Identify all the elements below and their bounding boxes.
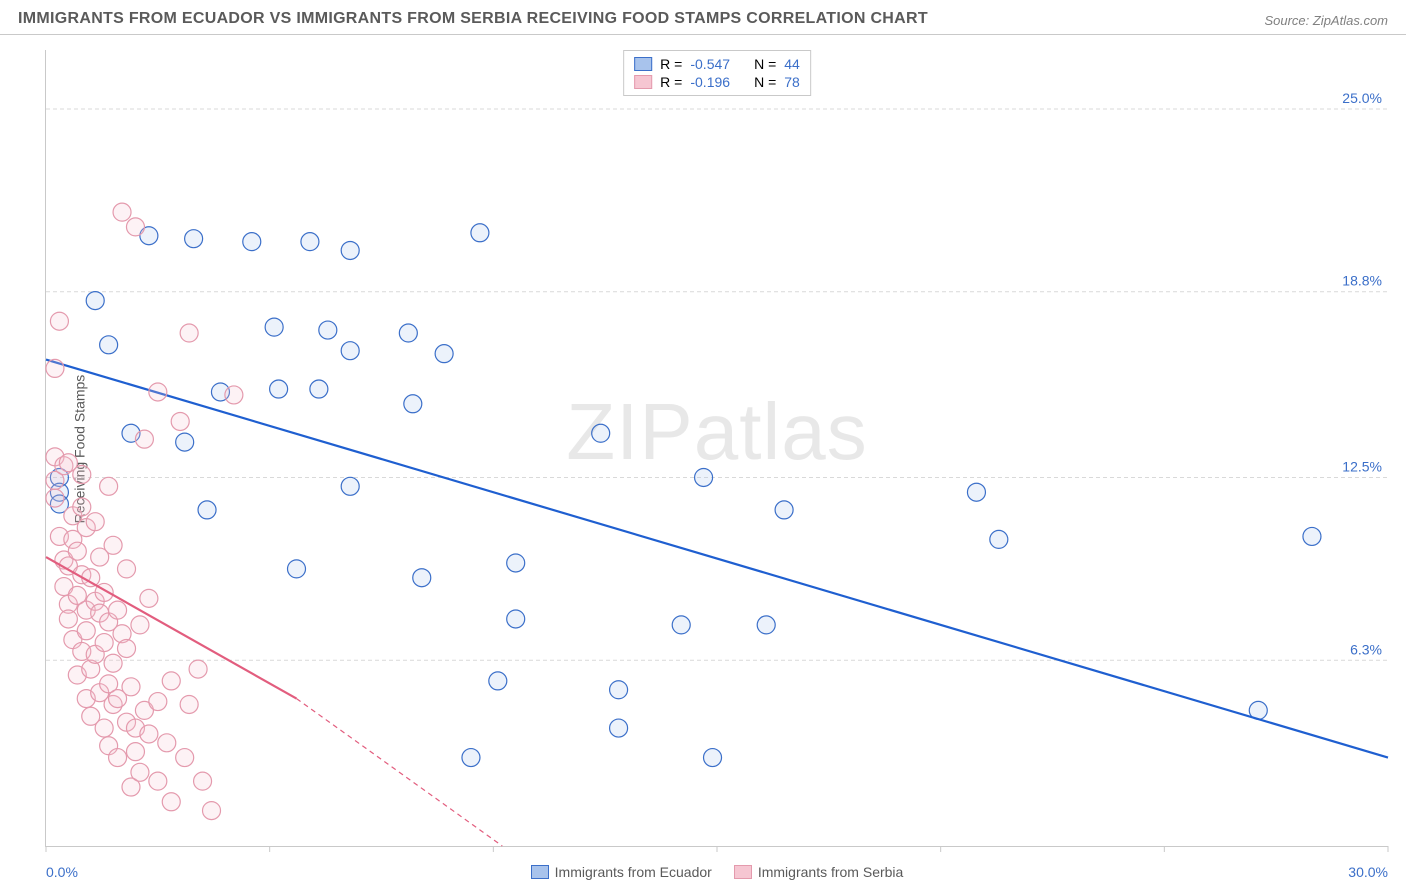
header-bar: IMMIGRANTS FROM ECUADOR VS IMMIGRANTS FR…	[0, 0, 1406, 35]
n-value-serbia: 78	[784, 74, 800, 90]
legend-swatch-ecuador	[634, 57, 652, 71]
r-label: R =	[660, 74, 682, 90]
svg-text:6.3%: 6.3%	[1350, 641, 1382, 657]
svg-text:25.0%: 25.0%	[1342, 90, 1382, 106]
r-label: R =	[660, 56, 682, 72]
correlation-legend: R = -0.547 N = 44 R = -0.196 N = 78	[623, 50, 811, 96]
legend-swatch-ecuador-icon	[531, 865, 549, 879]
n-label: N =	[754, 56, 776, 72]
legend-label-ecuador: Immigrants from Ecuador	[555, 864, 712, 880]
legend-swatch-serbia-icon	[734, 865, 752, 879]
svg-text:12.5%: 12.5%	[1342, 458, 1382, 474]
plot-area: ZIPatlas 6.3%12.5%18.8%25.0% R = -0.547 …	[45, 50, 1388, 847]
chart-container: Receiving Food Stamps ZIPatlas 6.3%12.5%…	[45, 50, 1388, 847]
legend-item-ecuador: Immigrants from Ecuador	[531, 864, 712, 880]
r-value-ecuador: -0.547	[690, 56, 730, 72]
legend-label-serbia: Immigrants from Serbia	[758, 864, 903, 880]
n-value-ecuador: 44	[784, 56, 800, 72]
source-attribution: Source: ZipAtlas.com	[1264, 13, 1388, 28]
chart-title: IMMIGRANTS FROM ECUADOR VS IMMIGRANTS FR…	[18, 10, 928, 28]
plot-svg: 6.3% 12.5% 18.8% 25.0%	[46, 50, 1388, 846]
legend-row-serbia: R = -0.196 N = 78	[634, 73, 800, 91]
series-legend: Immigrants from Ecuador Immigrants from …	[46, 864, 1388, 880]
r-value-serbia: -0.196	[690, 74, 730, 90]
legend-row-ecuador: R = -0.547 N = 44	[634, 55, 800, 73]
n-label: N =	[754, 74, 776, 90]
legend-swatch-serbia	[634, 75, 652, 89]
legend-item-serbia: Immigrants from Serbia	[734, 864, 903, 880]
svg-text:18.8%: 18.8%	[1342, 273, 1382, 289]
